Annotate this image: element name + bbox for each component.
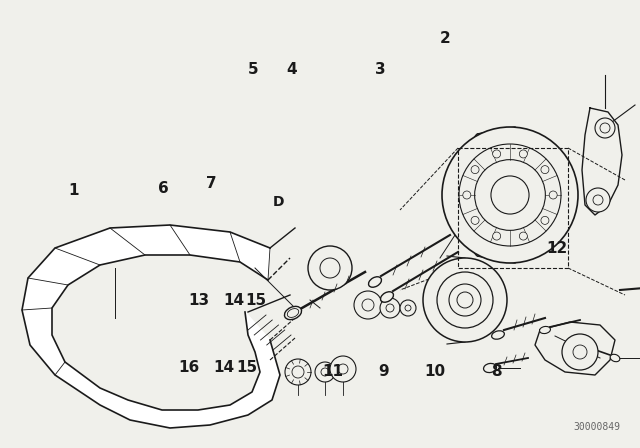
Circle shape (562, 334, 598, 370)
Text: 5: 5 (248, 62, 258, 77)
Circle shape (519, 232, 527, 240)
Circle shape (491, 176, 529, 214)
Ellipse shape (540, 327, 550, 334)
Circle shape (457, 292, 473, 308)
Bar (458, 148, 568, 268)
Circle shape (362, 299, 374, 311)
Circle shape (493, 232, 500, 240)
Text: 4: 4 (286, 62, 296, 77)
Circle shape (493, 150, 500, 158)
Circle shape (586, 188, 610, 212)
Circle shape (380, 298, 400, 318)
Ellipse shape (610, 354, 620, 362)
Text: 2: 2 (440, 30, 450, 46)
Circle shape (320, 258, 340, 278)
Circle shape (449, 284, 481, 316)
Circle shape (315, 362, 335, 382)
Text: 15: 15 (236, 360, 257, 375)
Circle shape (549, 191, 557, 199)
Ellipse shape (492, 331, 504, 339)
Ellipse shape (381, 292, 394, 302)
Ellipse shape (441, 277, 453, 323)
Circle shape (405, 305, 411, 311)
Circle shape (471, 166, 479, 174)
Circle shape (285, 359, 311, 385)
Circle shape (338, 364, 348, 374)
Circle shape (541, 216, 549, 224)
Ellipse shape (468, 134, 488, 256)
Text: 9: 9 (379, 364, 389, 379)
Ellipse shape (284, 306, 301, 319)
Ellipse shape (287, 309, 299, 318)
Circle shape (330, 356, 356, 382)
Circle shape (593, 195, 603, 205)
Text: 6: 6 (158, 181, 168, 196)
Polygon shape (22, 225, 280, 428)
Text: 11: 11 (323, 364, 343, 379)
Circle shape (308, 246, 352, 290)
Circle shape (600, 123, 610, 133)
Ellipse shape (484, 363, 497, 373)
Circle shape (519, 150, 527, 158)
Circle shape (437, 272, 493, 328)
Text: 3: 3 (376, 62, 386, 77)
Circle shape (386, 304, 394, 312)
Text: 1: 1 (68, 183, 79, 198)
Circle shape (475, 159, 545, 230)
Circle shape (541, 166, 549, 174)
Text: 10: 10 (424, 364, 446, 379)
Circle shape (400, 300, 416, 316)
Ellipse shape (311, 262, 349, 274)
Circle shape (463, 191, 471, 199)
Circle shape (471, 216, 479, 224)
Polygon shape (535, 322, 615, 375)
Circle shape (459, 144, 561, 246)
Text: 7: 7 (206, 176, 216, 191)
Ellipse shape (369, 277, 381, 287)
Circle shape (442, 127, 578, 263)
Circle shape (573, 345, 587, 359)
Circle shape (321, 368, 329, 376)
Text: 12: 12 (546, 241, 568, 256)
Circle shape (292, 366, 304, 378)
Text: 15: 15 (245, 293, 267, 308)
Polygon shape (582, 108, 622, 215)
Text: 13: 13 (188, 293, 209, 308)
Circle shape (354, 291, 382, 319)
Text: 16: 16 (178, 360, 200, 375)
Text: 30000849: 30000849 (573, 422, 620, 432)
Text: D: D (273, 194, 284, 209)
Circle shape (595, 118, 615, 138)
Circle shape (423, 258, 507, 342)
Text: 14: 14 (213, 360, 235, 375)
Text: 14: 14 (223, 293, 244, 308)
Text: 8: 8 (491, 364, 501, 379)
